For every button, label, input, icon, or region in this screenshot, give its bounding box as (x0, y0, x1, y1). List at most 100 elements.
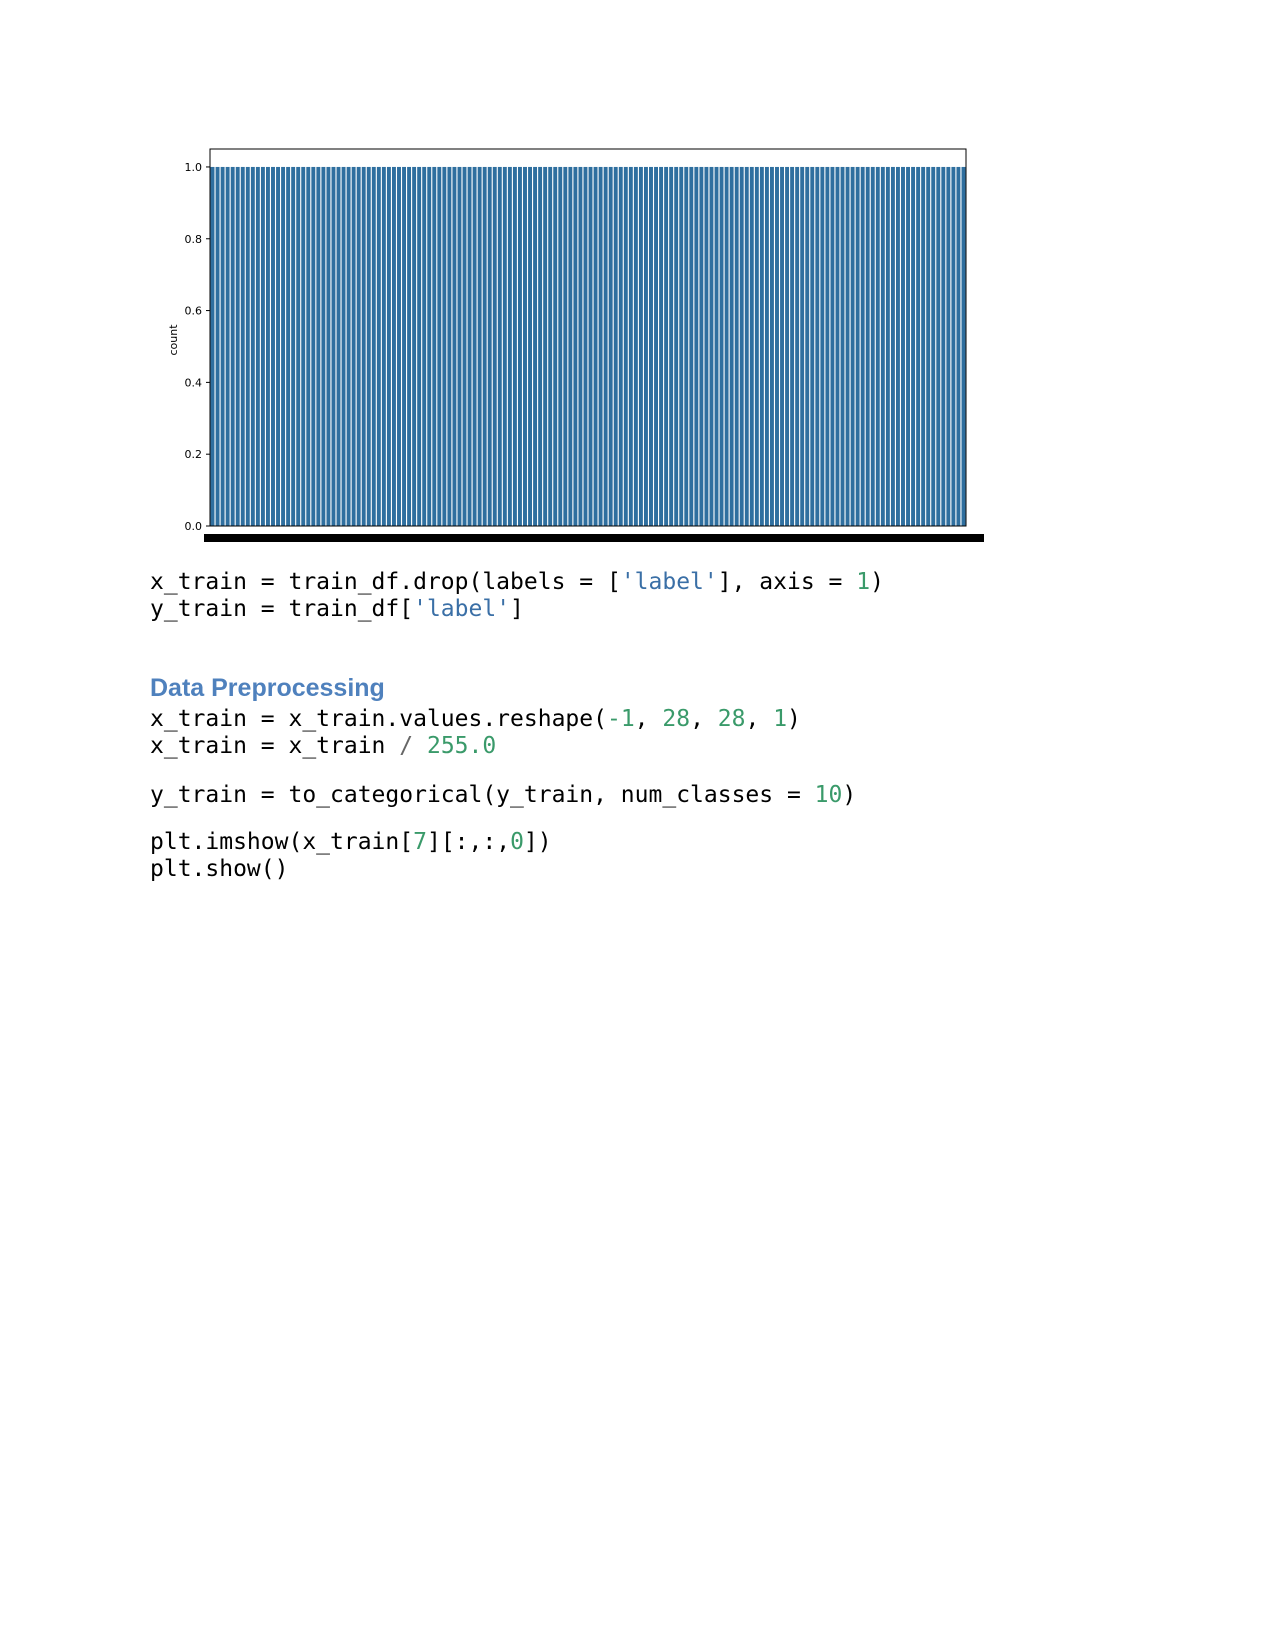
bar (638, 166, 643, 526)
bar (422, 166, 427, 526)
bar (820, 166, 825, 526)
y-tick-label: 0.4 (185, 376, 203, 389)
bar (654, 166, 658, 526)
bar (734, 166, 739, 526)
bar (336, 166, 341, 526)
bar (412, 166, 417, 526)
y-tick-label: 0.6 (185, 305, 203, 318)
bar (946, 166, 951, 526)
bar (462, 166, 467, 526)
bar (885, 166, 890, 526)
bar (775, 166, 779, 526)
bar (311, 166, 316, 526)
bar (941, 166, 946, 526)
bar (845, 166, 850, 526)
bar (643, 166, 648, 526)
bar (517, 166, 522, 526)
code-line: x_train = train_df.drop(labels = ['label… (150, 569, 884, 595)
code-line: plt.imshow(x_train[7][:,:,0]) (150, 829, 552, 855)
bar (321, 166, 326, 526)
bar (936, 166, 941, 526)
bar (724, 166, 729, 526)
bar (250, 166, 255, 526)
bar (754, 166, 759, 526)
bar (326, 166, 331, 526)
bar (875, 166, 880, 526)
bar (301, 166, 306, 526)
bar (906, 166, 910, 526)
bar (467, 166, 472, 526)
y-tick-label: 0.2 (185, 448, 203, 461)
bar (855, 166, 860, 526)
bar (371, 166, 376, 526)
bar (830, 166, 835, 526)
bar (739, 166, 744, 526)
bar (800, 166, 805, 526)
bar (749, 166, 754, 526)
count-bar-chart: 0.0 0.2 0.4 0.6 0.8 1.0 count (167, 148, 984, 542)
bar (926, 166, 931, 526)
code-line: y_train = train_df['label'] (150, 596, 524, 622)
x-tick-label-band (204, 534, 984, 542)
bar (482, 166, 487, 526)
bar (487, 166, 492, 526)
bar (523, 166, 527, 526)
bar (286, 166, 291, 526)
bar (633, 166, 638, 526)
bar (255, 166, 260, 526)
bar (921, 166, 926, 526)
code-line: plt.show() (150, 856, 289, 882)
bar (911, 166, 916, 526)
bar (714, 166, 719, 526)
plot-frame (209, 148, 967, 527)
bar (341, 166, 346, 526)
bar (533, 166, 538, 526)
bar (276, 166, 280, 526)
bar (704, 166, 709, 526)
bar (694, 166, 699, 526)
bar (840, 166, 845, 526)
bars-group (210, 166, 966, 526)
code-line: x_train = x_train / 255.0 (150, 733, 497, 759)
bar (225, 166, 230, 526)
bar (956, 166, 961, 526)
bar (901, 166, 905, 526)
bar (588, 166, 593, 526)
bar (699, 166, 704, 526)
bar (502, 166, 507, 526)
bar (260, 166, 265, 526)
bar (210, 166, 215, 526)
bar (759, 166, 764, 526)
bar (548, 166, 553, 526)
bar (805, 166, 810, 526)
bar (427, 166, 432, 526)
bar (618, 166, 623, 526)
bar (790, 166, 795, 526)
y-tick-label: 0.0 (185, 520, 203, 533)
bar (689, 166, 694, 526)
bar (507, 166, 512, 526)
bar (230, 166, 235, 526)
bar (497, 166, 502, 526)
bar (306, 166, 311, 526)
bar (215, 166, 220, 526)
bar (931, 166, 936, 526)
bar (860, 166, 865, 526)
bar (769, 166, 774, 526)
code-block-split-features: x_train = train_df.drop(labels = ['label… (150, 569, 884, 623)
bar (780, 166, 784, 526)
bar (961, 166, 966, 526)
bar (477, 166, 482, 526)
bar (346, 166, 351, 526)
bar (795, 166, 800, 526)
bar (543, 166, 548, 526)
bar (528, 166, 532, 526)
bar (835, 166, 840, 526)
bar (538, 166, 543, 526)
bar (568, 166, 573, 526)
y-axis-label: count (167, 324, 180, 356)
bar (764, 166, 769, 526)
bar (397, 166, 401, 526)
bar (825, 166, 830, 526)
